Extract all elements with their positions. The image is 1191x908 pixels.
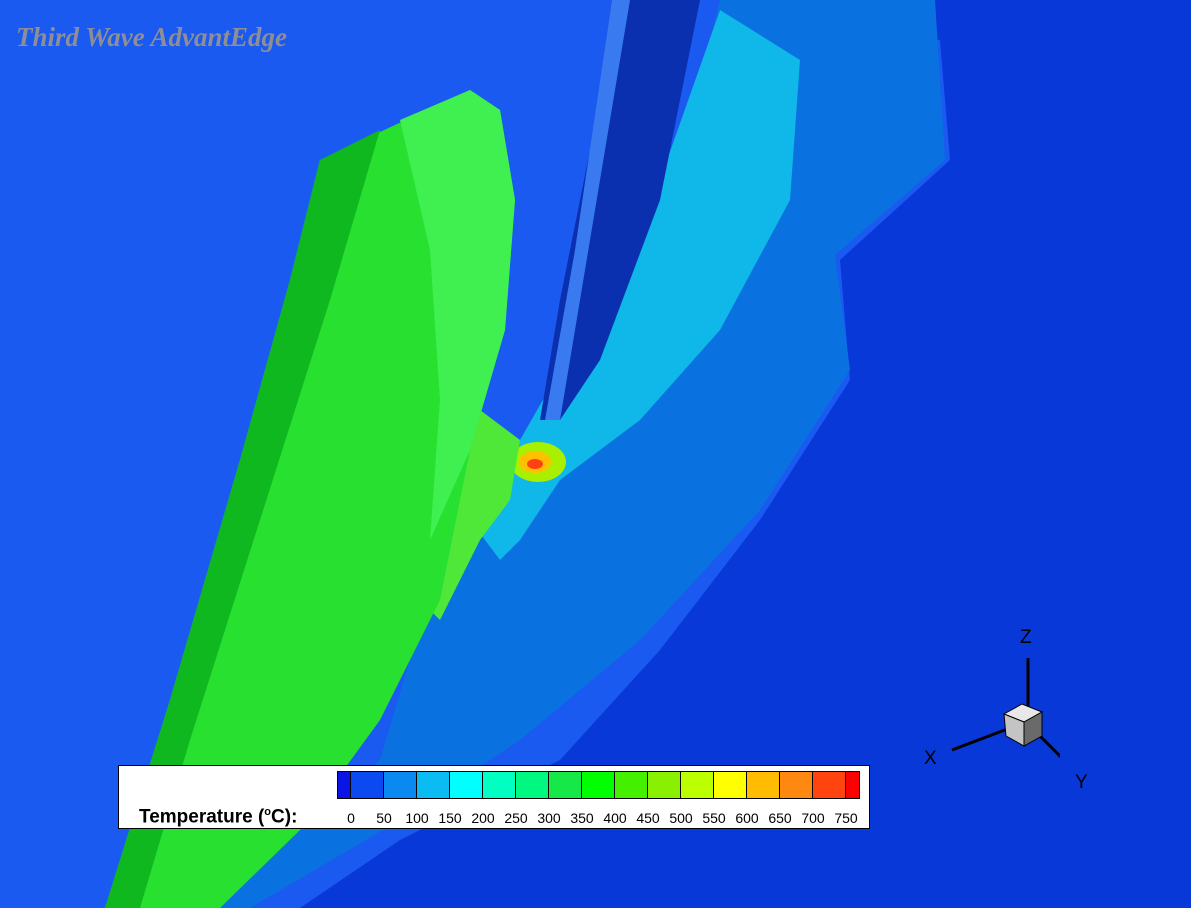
- tool-groove: [540, 0, 700, 420]
- legend-tick-label: 100: [405, 810, 429, 826]
- legend-tick-label: 50: [376, 810, 392, 826]
- colorbar-swatch: [516, 772, 549, 798]
- legend-tick-label: 350: [570, 810, 594, 826]
- cylinder-workpiece: [105, 90, 515, 908]
- legend-tick-label: 650: [768, 810, 792, 826]
- colorbar-swatch: [351, 772, 384, 798]
- legend-tick-label: 150: [438, 810, 462, 826]
- legend-tick-label: 200: [471, 810, 495, 826]
- colorbar: [337, 771, 860, 799]
- colorbar-swatch: [780, 772, 813, 798]
- colorbar-swatch: [384, 772, 417, 798]
- axis-label-x: X: [924, 748, 937, 769]
- colorbar-swatch: [681, 772, 714, 798]
- colorbar-swatch: [648, 772, 681, 798]
- colorbar-swatch: [747, 772, 780, 798]
- temperature-legend: Temperature (oC): 0 50 100 150 200 250 300 350 4…: [118, 765, 870, 829]
- axis-label-z: Z: [1020, 627, 1032, 648]
- colorbar-swatch: [549, 772, 582, 798]
- colorbar-swatch: [338, 772, 351, 798]
- watermark-logo-text: Third Wave AdvantEdge: [16, 22, 288, 52]
- colorbar-swatch: [846, 772, 859, 798]
- colorbar-swatch: [615, 772, 648, 798]
- colorbar-swatch: [417, 772, 450, 798]
- legend-title: Temperature (oC):: [139, 806, 298, 828]
- colorbar-swatch: [714, 772, 747, 798]
- legend-tick-label: 750: [834, 810, 858, 826]
- axis-triad: [951, 658, 1060, 759]
- legend-tick-label: 600: [735, 810, 759, 826]
- legend-tick-label: 0: [347, 810, 355, 826]
- legend-tick-label: 300: [537, 810, 561, 826]
- colorbar-swatch: [483, 772, 516, 798]
- legend-tick-label: 550: [702, 810, 726, 826]
- legend-tick-label: 450: [636, 810, 660, 826]
- legend-tick-label: 700: [801, 810, 825, 826]
- chip-inner: [470, 10, 800, 560]
- legend-tick-label: 500: [669, 810, 693, 826]
- colorbar-swatch: [813, 772, 846, 798]
- colorbar-swatch: [450, 772, 483, 798]
- legend-tick-label: 250: [504, 810, 528, 826]
- axis-label-y: Y: [1075, 772, 1088, 793]
- tool-groove-edge: [545, 0, 630, 420]
- legend-tick-label: 400: [603, 810, 627, 826]
- colorbar-swatch: [582, 772, 615, 798]
